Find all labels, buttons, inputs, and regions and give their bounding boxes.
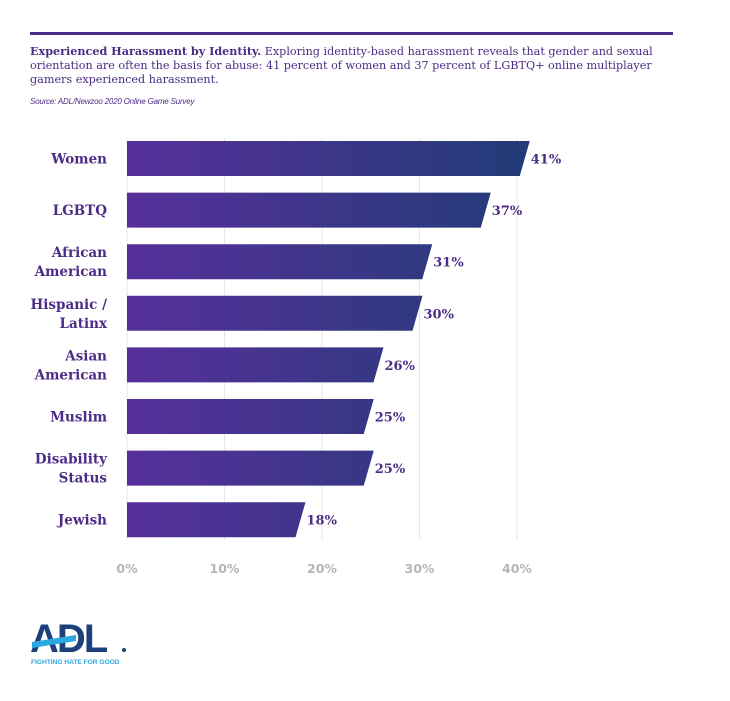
data-label: 41% — [531, 153, 562, 168]
category-label: Status — [59, 471, 108, 487]
bar-chart: 41% Women 37% LGBTQ 31% African American 30% His… — [31, 138, 562, 576]
x-tick-label: 10% — [210, 561, 240, 576]
chart-description-text: Exploring identity-based harassment reve… — [30, 45, 653, 86]
x-tick-label: 40% — [502, 561, 532, 576]
bar — [127, 244, 433, 280]
data-label: 18% — [307, 514, 338, 529]
chart-description: Experienced Harassment by Identity. Expl… — [30, 44, 680, 87]
bar — [127, 192, 491, 228]
bar — [127, 347, 384, 383]
data-label: 25% — [375, 462, 406, 477]
adl-logo: ADL FIGHTING HATE FOR GOOD — [30, 617, 140, 672]
data-label: 26% — [385, 359, 416, 374]
svg-text:FIGHTING HATE FOR GOOD: FIGHTING HATE FOR GOOD — [31, 659, 120, 666]
data-label: 31% — [433, 256, 464, 271]
data-label: 37% — [492, 204, 523, 219]
x-tick-label: 20% — [307, 561, 337, 576]
x-tick-label: 30% — [405, 561, 435, 576]
category-label: Latinx — [60, 316, 108, 332]
category-label: LGBTQ — [53, 203, 107, 219]
data-label: 25% — [375, 411, 406, 426]
chart-source: Source: ADL/Newzoo 2020 Online Game Surv… — [30, 97, 195, 106]
category-label: Hispanic / — [31, 297, 108, 313]
bar — [127, 450, 374, 486]
bar — [127, 141, 530, 176]
bar — [127, 502, 306, 538]
bar — [127, 399, 374, 434]
bar — [127, 295, 423, 331]
x-tick-label: 0% — [116, 561, 138, 576]
category-label: Muslim — [50, 410, 107, 426]
top-accent-bar — [30, 32, 673, 35]
data-label: 30% — [424, 307, 455, 322]
category-label: African — [51, 245, 107, 261]
category-label: Asian — [64, 348, 107, 364]
category-label: American — [34, 264, 108, 280]
category-label: Jewish — [57, 513, 107, 529]
chart-title: Experienced Harassment by Identity. — [30, 44, 262, 58]
category-label: American — [34, 367, 108, 383]
category-label: Disability — [35, 452, 108, 468]
category-label: Women — [50, 152, 107, 168]
